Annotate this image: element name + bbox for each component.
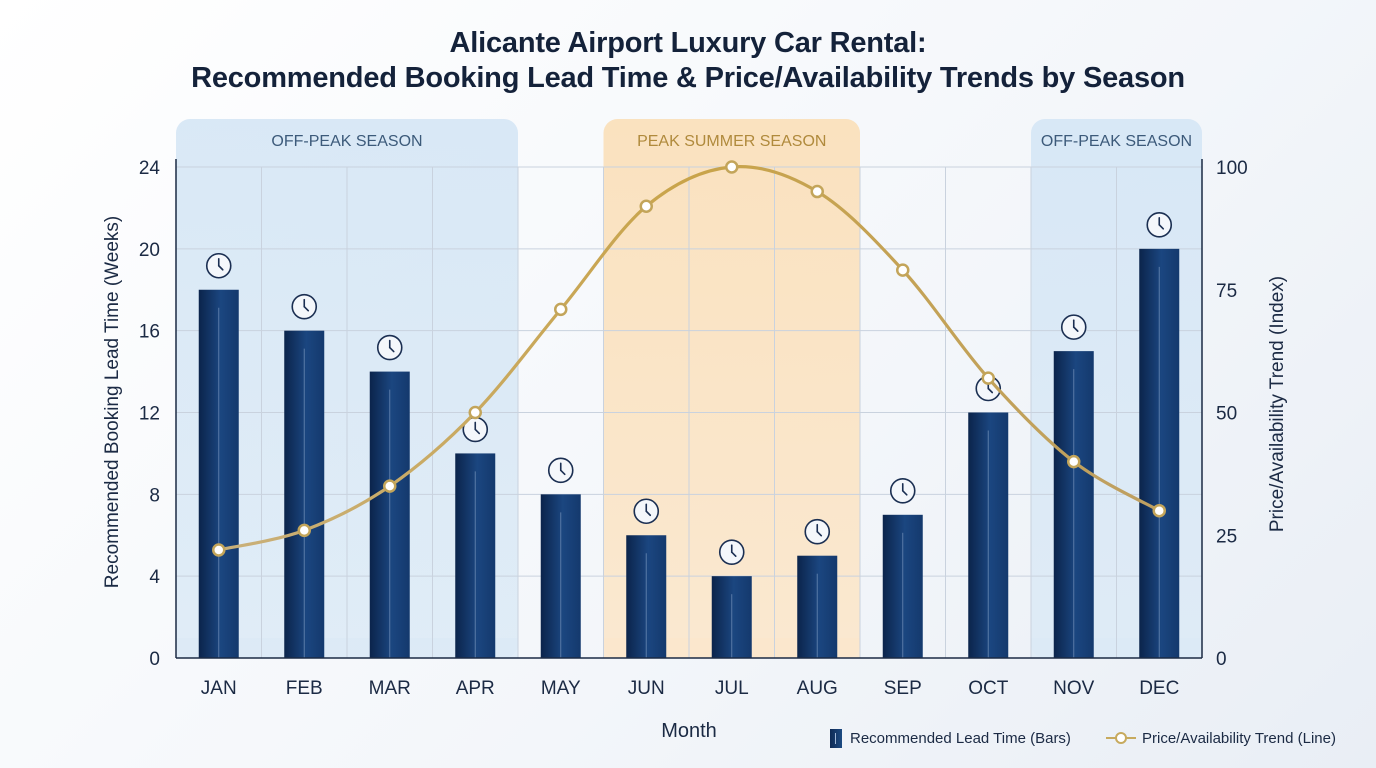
trend-point-apr: [468, 405, 482, 420]
clock-icon: [1060, 314, 1087, 340]
x-tick-label: FEB: [286, 678, 323, 699]
clock-icon: [804, 518, 831, 545]
x-tick-label: DEC: [1139, 678, 1179, 699]
season-band-peak: [603, 119, 860, 658]
y2-tick-label: 50: [1216, 404, 1237, 425]
clock-hand-hour: [474, 428, 481, 435]
season-label: OFF-PEAK SEASON: [271, 133, 422, 150]
clock-icon: [376, 334, 403, 361]
clock-hand-hour: [388, 346, 395, 353]
y-tick-label: 4: [149, 567, 160, 588]
clock-icon: [718, 539, 745, 565]
y-tick-label: 20: [139, 240, 160, 261]
y2-tick-label: 25: [1216, 526, 1237, 547]
clock-hand-hour: [645, 510, 652, 517]
trend-point-oct: [981, 371, 995, 385]
trend-point-aug: [810, 184, 824, 199]
legend-bar-swatch: [830, 728, 842, 748]
y-axis-title: Recommended Booking Lead Time (Weeks): [102, 216, 123, 588]
x-tick-label: MAR: [369, 678, 411, 699]
y-tick-label: 16: [139, 322, 160, 343]
legend-line-label: Price/Availability Trend (Line): [1142, 729, 1336, 747]
y-tick-label: 12: [139, 404, 160, 425]
season-label: PEAK SUMMER SEASON: [637, 133, 826, 150]
x-tick-label: APR: [456, 678, 495, 699]
x-tick-label: SEP: [884, 678, 922, 699]
x-axis-title: Month: [661, 720, 717, 742]
y2-tick-label: 75: [1216, 281, 1237, 302]
clock-hand-hour: [1158, 224, 1165, 230]
x-tick-label: JAN: [201, 678, 237, 699]
legend-bars: Recommended Lead Time (Bars): [830, 726, 1071, 750]
trend-point-sep: [896, 263, 910, 277]
clock-hand-hour: [816, 530, 823, 537]
y-tick-label: 8: [149, 485, 160, 506]
title-line-1: Alicante Airport Luxury Car Rental:: [449, 27, 927, 59]
trend-point-jun: [639, 199, 653, 214]
y-tick-label: 24: [139, 158, 161, 179]
clock-hand-hour: [987, 387, 994, 394]
x-tick-label: NOV: [1053, 678, 1095, 699]
clock-hand-hour: [303, 305, 310, 312]
clock-icon: [291, 293, 318, 320]
clock-hand-hour: [559, 469, 566, 476]
clock-hand-hour: [730, 551, 737, 557]
x-tick-label: AUG: [797, 678, 838, 699]
trend-point-jan: [212, 543, 226, 557]
trend-point-nov: [1067, 454, 1081, 469]
clock-icon: [1146, 212, 1173, 238]
trend-point-jul: [725, 160, 739, 174]
clock-icon: [889, 477, 916, 504]
legend-line-swatch: [1106, 731, 1136, 745]
y2-tick-label: 100: [1216, 158, 1248, 179]
y2-tick-label: 0: [1216, 649, 1227, 670]
trend-point-dec: [1152, 503, 1166, 518]
clock-icon: [633, 498, 660, 525]
trend-point-feb: [297, 523, 311, 538]
title-line-2: Recommended Booking Lead Time & Price/Av…: [191, 62, 1185, 94]
x-tick-label: OCT: [968, 678, 1009, 699]
y-tick-label: 0: [149, 649, 160, 670]
x-tick-label: JUL: [715, 678, 749, 699]
trend-point-mar: [383, 479, 397, 493]
x-tick-label: JUN: [628, 678, 665, 699]
y2-axis-title: Price/Availability Trend (Index): [1267, 276, 1288, 532]
clock-hand-hour: [1072, 326, 1079, 332]
clock-hand-hour: [217, 264, 224, 271]
legend-bars-label: Recommended Lead Time (Bars): [850, 729, 1071, 747]
season-label: OFF-PEAK SEASON: [1041, 133, 1192, 150]
x-tick-label: MAY: [541, 678, 581, 699]
trend-point-may: [554, 302, 568, 317]
clock-icon: [547, 457, 574, 484]
clock-icon: [205, 252, 232, 279]
legend-line: Price/Availability Trend (Line): [1106, 726, 1336, 750]
clock-hand-hour: [901, 489, 908, 496]
